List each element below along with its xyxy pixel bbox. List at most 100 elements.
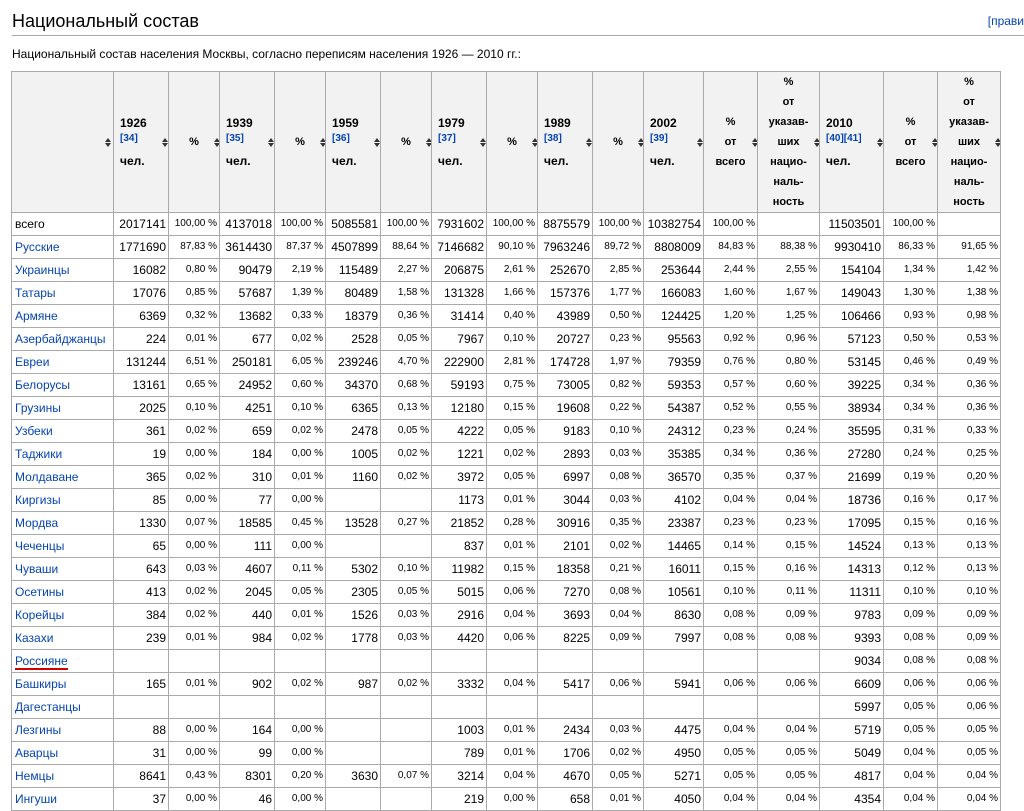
percent-cell: 0,24 % (757, 419, 820, 443)
nationality-link[interactable]: Казахи (15, 631, 54, 645)
nationality-link[interactable]: Молдаване (15, 470, 79, 484)
nationality-cell[interactable]: Лезгины (11, 718, 114, 742)
count-cell: 4251 (219, 396, 275, 420)
nationality-link[interactable]: Дагестанцы (15, 700, 81, 714)
nationality-link[interactable]: Осетины (15, 585, 65, 599)
percent-cell (274, 649, 326, 673)
percent-cell: 0,03 % (380, 626, 432, 650)
nationality-link[interactable]: Азербайджанцы (15, 332, 106, 346)
nationality-link[interactable]: Узбеки (15, 424, 53, 438)
nationality-link[interactable]: Чеченцы (15, 539, 65, 553)
header-reference-link[interactable]: [35] (226, 133, 244, 144)
column-header-percent[interactable]: % (380, 71, 432, 213)
nationality-cell[interactable]: Киргизы (11, 488, 114, 512)
nationality-cell[interactable]: Украинцы (11, 258, 114, 282)
column-header-name[interactable] (11, 71, 114, 213)
nationality-link[interactable]: Башкиры (15, 677, 67, 691)
nationality-link[interactable]: Немцы (15, 769, 55, 783)
nationality-link[interactable]: Таджики (15, 447, 63, 461)
nationality-link[interactable]: Русские (15, 240, 60, 254)
percent-cell: 0,10 % (703, 580, 758, 604)
edit-section-link[interactable]: [прави (988, 14, 1024, 28)
header-reference-link[interactable]: [38] (544, 133, 562, 144)
nationality-link[interactable]: Лезгины (15, 723, 62, 737)
nationality-cell[interactable]: Казахи (11, 626, 114, 650)
count-cell (325, 718, 381, 742)
nationality-link[interactable]: Киргизы (15, 493, 61, 507)
count-cell: 5015 (431, 580, 487, 604)
nationality-cell[interactable]: Азербайджанцы (11, 327, 114, 351)
header-label-line: нацио- (950, 156, 988, 168)
percent-cell: 0,06 % (703, 672, 758, 696)
percent-cell: 0,03 % (592, 488, 644, 512)
percent-cell: 0,55 % (757, 396, 820, 420)
count-cell: 14465 (643, 534, 704, 558)
nationality-link[interactable]: Белорусы (15, 378, 70, 392)
nationality-link[interactable]: Армяне (15, 309, 58, 323)
column-header-percent[interactable]: % (592, 71, 644, 213)
column-header-year-1989[interactable]: 1989 [38] чел. (537, 71, 593, 213)
column-header-percent[interactable]: % (486, 71, 538, 213)
nationality-cell[interactable]: Чуваши (11, 557, 114, 581)
nationality-link[interactable]: Аварцы (15, 746, 59, 760)
column-header-year-1939[interactable]: 1939 [35] чел. (219, 71, 275, 213)
nationality-cell[interactable]: Осетины (11, 580, 114, 604)
nationality-link[interactable]: Ингуши (15, 792, 57, 806)
column-header-year-2010[interactable]: 2010 [40][41] чел. (819, 71, 884, 213)
count-cell: 4222 (431, 419, 487, 443)
column-header-percent[interactable]: % (168, 71, 220, 213)
nationality-cell[interactable]: Армяне (11, 304, 114, 328)
percent-cell: 89,72 % (592, 235, 644, 259)
nationality-cell[interactable]: Русские (11, 235, 114, 259)
nationality-link[interactable]: Евреи (15, 355, 50, 369)
table-row: Таджики 19 0,00 % 184 0,00 % 1005 0,02 % 1221 0,… (11, 442, 1001, 466)
nationality-cell[interactable]: Евреи (11, 350, 114, 374)
column-header-percent[interactable]: % от указав-ших нацио-наль-ность (937, 71, 1001, 213)
header-reference-link[interactable]: [34] (120, 133, 138, 144)
nationality-cell[interactable]: Башкиры (11, 672, 114, 696)
nationality-cell[interactable]: Таджики (11, 442, 114, 466)
column-header-percent[interactable]: % (274, 71, 326, 213)
nationality-link[interactable]: Мордва (15, 516, 59, 530)
column-header-percent[interactable]: % от всего (883, 71, 938, 213)
nationality-link[interactable]: Грузины (15, 401, 61, 415)
nationality-cell[interactable]: Аварцы (11, 741, 114, 765)
nationality-link[interactable]: Корейцы (15, 608, 65, 622)
nationality-cell[interactable]: Корейцы (11, 603, 114, 627)
nationality-cell[interactable]: Дагестанцы (11, 695, 114, 719)
nationality-cell[interactable]: Узбеки (11, 419, 114, 443)
header-label-line: % (189, 136, 199, 148)
nationality-link[interactable]: Чуваши (15, 562, 59, 576)
percent-cell: 0,01 % (274, 603, 326, 627)
header-reference-link[interactable]: [36] (332, 133, 350, 144)
nationality-cell[interactable]: Немцы (11, 764, 114, 788)
nationality-link[interactable]: Россияне (15, 654, 68, 670)
nationality-cell[interactable]: Грузины (11, 396, 114, 420)
percent-cell: 0,22 % (592, 396, 644, 420)
nationality-cell[interactable]: Мордва (11, 511, 114, 535)
column-header-percent[interactable]: % от всего (703, 71, 758, 213)
nationality-cell[interactable]: Россияне (11, 649, 114, 673)
nationality-link[interactable]: Украинцы (15, 263, 70, 277)
nationality-cell[interactable]: Белорусы (11, 373, 114, 397)
column-header-year-1959[interactable]: 1959 [36] чел. (325, 71, 381, 213)
nationality-cell[interactable]: Татары (11, 281, 114, 305)
header-reference-link[interactable]: [40][41] (826, 133, 862, 144)
header-reference-link[interactable]: [39] (650, 133, 668, 144)
edit-link-text[interactable]: [прави (987, 14, 1024, 28)
nationality-cell[interactable]: Чеченцы (11, 534, 114, 558)
column-header-year-1979[interactable]: 1979 [37] чел. (431, 71, 487, 213)
nationality-cell[interactable]: Молдаване (11, 465, 114, 489)
column-header-percent[interactable]: % от указав-ших нацио-наль-ность (757, 71, 820, 213)
nationality-cell[interactable]: Ингуши (11, 787, 114, 811)
count-cell: 3044 (537, 488, 593, 512)
percent-cell: 0,10 % (168, 396, 220, 420)
header-reference-link[interactable]: [37] (438, 133, 456, 144)
table-row: Русские 1771690 87,83 % 3614430 87,37 % 45078… (11, 235, 1001, 259)
nationality-link[interactable]: Татары (15, 286, 56, 300)
percent-cell: 4,70 % (380, 350, 432, 374)
count-cell: 11311 (819, 580, 884, 604)
column-header-year-2002[interactable]: 2002 [39] чел. (643, 71, 704, 213)
column-header-year-1926[interactable]: 1926 [34] чел. (113, 71, 169, 213)
count-cell: 79359 (643, 350, 704, 374)
